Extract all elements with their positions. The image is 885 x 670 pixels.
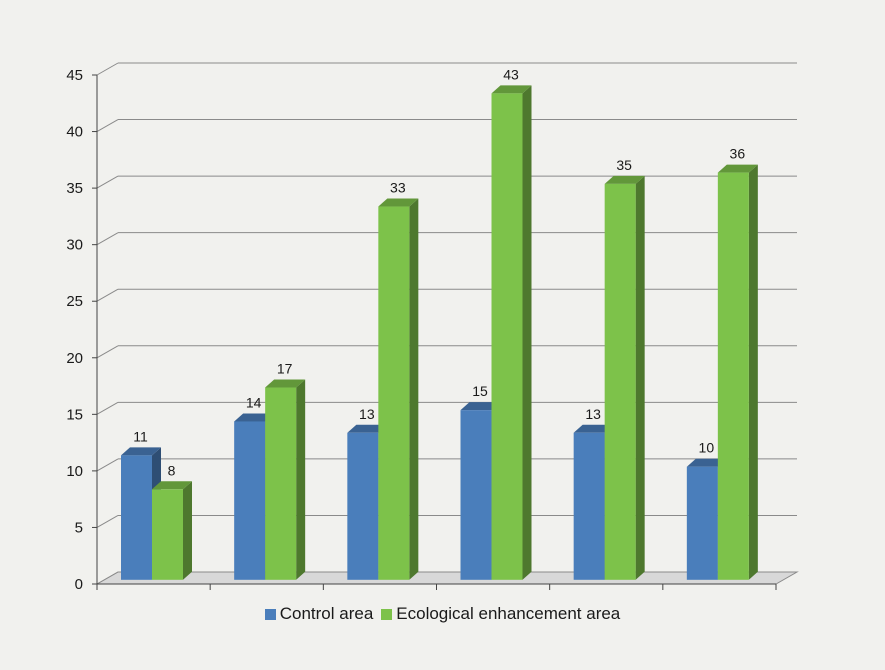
gridline-diagonal xyxy=(96,175,119,189)
gridline-diagonal xyxy=(96,119,119,132)
bar-top xyxy=(686,458,727,467)
gridline-diagonal xyxy=(96,458,119,472)
bar-side xyxy=(522,85,532,580)
bar xyxy=(460,410,492,580)
data-label: 17 xyxy=(277,361,293,377)
bar-top xyxy=(491,85,532,94)
bar xyxy=(604,183,636,580)
data-label: 33 xyxy=(390,180,406,196)
bar-top xyxy=(573,424,614,433)
bar xyxy=(378,206,410,580)
gridline-diagonal xyxy=(96,288,119,302)
data-label: 14 xyxy=(246,394,262,410)
legend: Control area Ecological enhancement area xyxy=(0,604,885,624)
bar xyxy=(573,432,605,580)
bar-top xyxy=(234,413,275,422)
y-tick-label: 15 xyxy=(66,406,83,423)
bar-top xyxy=(152,481,192,490)
gridline-diagonal xyxy=(96,571,119,585)
bar xyxy=(686,466,718,580)
legend-label-ecological: Ecological enhancement area xyxy=(396,604,621,623)
legend-swatch-ecological xyxy=(381,608,393,620)
y-tick-label: 35 xyxy=(66,180,83,197)
data-label: 35 xyxy=(616,157,632,173)
bar-top xyxy=(265,379,306,388)
bar xyxy=(717,172,749,580)
bar-top xyxy=(604,175,645,184)
data-label: 8 xyxy=(168,462,176,478)
gridline-diagonal xyxy=(96,345,119,359)
bar xyxy=(347,432,379,580)
bar xyxy=(491,93,523,580)
gridline-diagonal xyxy=(96,62,119,76)
bar xyxy=(265,387,297,580)
gridline-diagonal xyxy=(96,232,119,246)
bar-top xyxy=(347,424,388,433)
gridline-diagonal xyxy=(96,401,119,415)
data-label: 13 xyxy=(585,406,601,422)
bar-side xyxy=(296,379,306,580)
bar-chart: 0510152025303540452010201220132014201520… xyxy=(66,62,799,618)
y-tick-label: 20 xyxy=(66,350,83,367)
data-label: 15 xyxy=(472,383,488,399)
data-label: 43 xyxy=(503,66,519,82)
bar xyxy=(152,489,183,580)
data-label: 10 xyxy=(699,440,715,456)
y-tick-label: 5 xyxy=(75,519,83,536)
y-tick-label: 30 xyxy=(66,237,83,254)
data-label: 11 xyxy=(133,428,148,444)
bar xyxy=(121,455,152,580)
bar-top xyxy=(121,447,161,456)
data-label: 13 xyxy=(359,406,375,422)
legend-label-control: Control area xyxy=(279,604,374,623)
bar-top xyxy=(717,164,758,173)
bar xyxy=(234,421,266,580)
y-tick-label: 25 xyxy=(66,293,83,310)
gridline-diagonal xyxy=(96,515,119,528)
y-tick-label: 45 xyxy=(66,67,83,84)
bar-side xyxy=(183,481,192,580)
bar-side xyxy=(409,198,419,580)
legend-item-ecological: Ecological enhancement area xyxy=(381,604,620,624)
y-tick-label: 10 xyxy=(66,463,83,480)
bar-side xyxy=(748,164,758,580)
bar-top xyxy=(460,402,501,411)
legend-swatch-control xyxy=(264,608,276,620)
y-tick-label: 40 xyxy=(66,124,83,141)
bar-top xyxy=(378,198,419,207)
bar-side xyxy=(635,175,645,580)
data-label: 36 xyxy=(730,146,746,162)
legend-item-control: Control area xyxy=(264,604,374,624)
y-tick-label: 0 xyxy=(75,576,83,593)
